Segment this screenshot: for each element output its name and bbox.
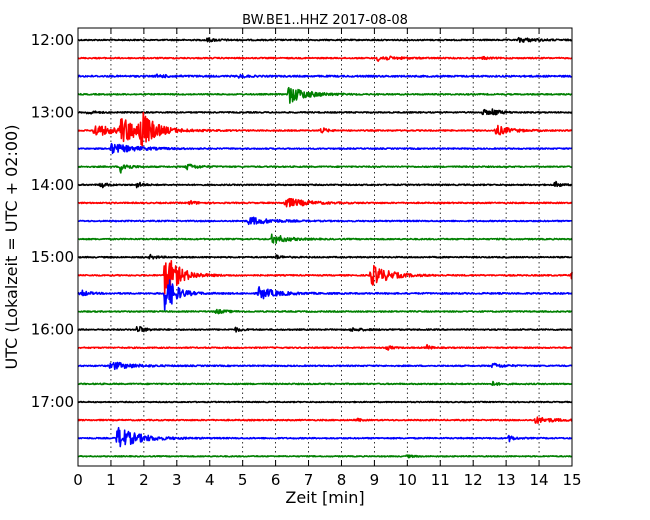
trace-1730 [77, 426, 573, 448]
x-axis: 0 1 2 3 4 5 6 7 8 9 10 11 12 13 14 15 [73, 28, 582, 489]
grid [110, 28, 540, 466]
x-axis-label: Zeit [min] [285, 488, 364, 507]
x-tick-label-0: 0 [73, 471, 83, 489]
trace-1430 [77, 216, 573, 226]
trace-1230 [77, 73, 573, 79]
trace-1345 [77, 163, 573, 174]
x-tick-label-14: 14 [530, 471, 549, 489]
x-tick-label-10: 10 [398, 471, 417, 489]
trace-1245 [77, 86, 573, 104]
x-tick-label-8: 8 [337, 471, 347, 489]
chart-title: BW.BE1..HHZ 2017-08-08 [242, 13, 408, 28]
trace-1515 [77, 260, 573, 295]
trace-1300 [77, 108, 573, 116]
trace-1500 [77, 253, 573, 260]
trace-1445 [77, 233, 573, 244]
y-tick-label-4: 16:00 [31, 321, 74, 339]
y-tick-label-3: 15:00 [31, 248, 74, 266]
x-tick-label-1: 1 [106, 471, 116, 489]
x-tick-label-5: 5 [238, 471, 248, 489]
x-tick-label-2: 2 [139, 471, 149, 489]
x-tick-label-11: 11 [431, 471, 450, 489]
x-tick-label-15: 15 [562, 471, 581, 489]
trace-1530 [77, 279, 573, 312]
y-tick-label-5: 17:00 [31, 393, 74, 411]
y-axis: 12:00 13:00 14:00 15:00 16:00 17:00 [31, 31, 572, 411]
trace-1415 [77, 197, 573, 208]
trace-1600 [77, 325, 573, 333]
traces [77, 36, 573, 459]
trace-1630 [77, 361, 573, 371]
x-tick-label-3: 3 [172, 471, 182, 489]
y-tick-label-0: 12:00 [31, 31, 74, 49]
x-tick-label-7: 7 [304, 471, 314, 489]
y-tick-label-1: 13:00 [31, 103, 74, 121]
trace-1715 [77, 416, 573, 425]
trace-1215 [77, 55, 573, 62]
x-tick-label-4: 4 [205, 471, 215, 489]
x-tick-label-6: 6 [271, 471, 281, 489]
x-tick-label-13: 13 [497, 471, 516, 489]
y-axis-label: UTC (Lokalzeit = UTC + 02:00) [2, 125, 21, 370]
trace-1700 [77, 400, 573, 404]
trace-1330 [77, 142, 573, 155]
trace-1615 [77, 343, 573, 351]
x-tick-label-12: 12 [464, 471, 483, 489]
y-tick-label-2: 14:00 [31, 176, 74, 194]
x-tick-label-9: 9 [370, 471, 380, 489]
trace-1645 [77, 380, 573, 386]
trace-1400 [77, 180, 573, 189]
trace-1745 [77, 454, 573, 459]
trace-1200 [77, 36, 573, 43]
trace-1545 [77, 308, 573, 315]
plot-frame [77, 27, 573, 467]
trace-1315 [77, 111, 573, 147]
